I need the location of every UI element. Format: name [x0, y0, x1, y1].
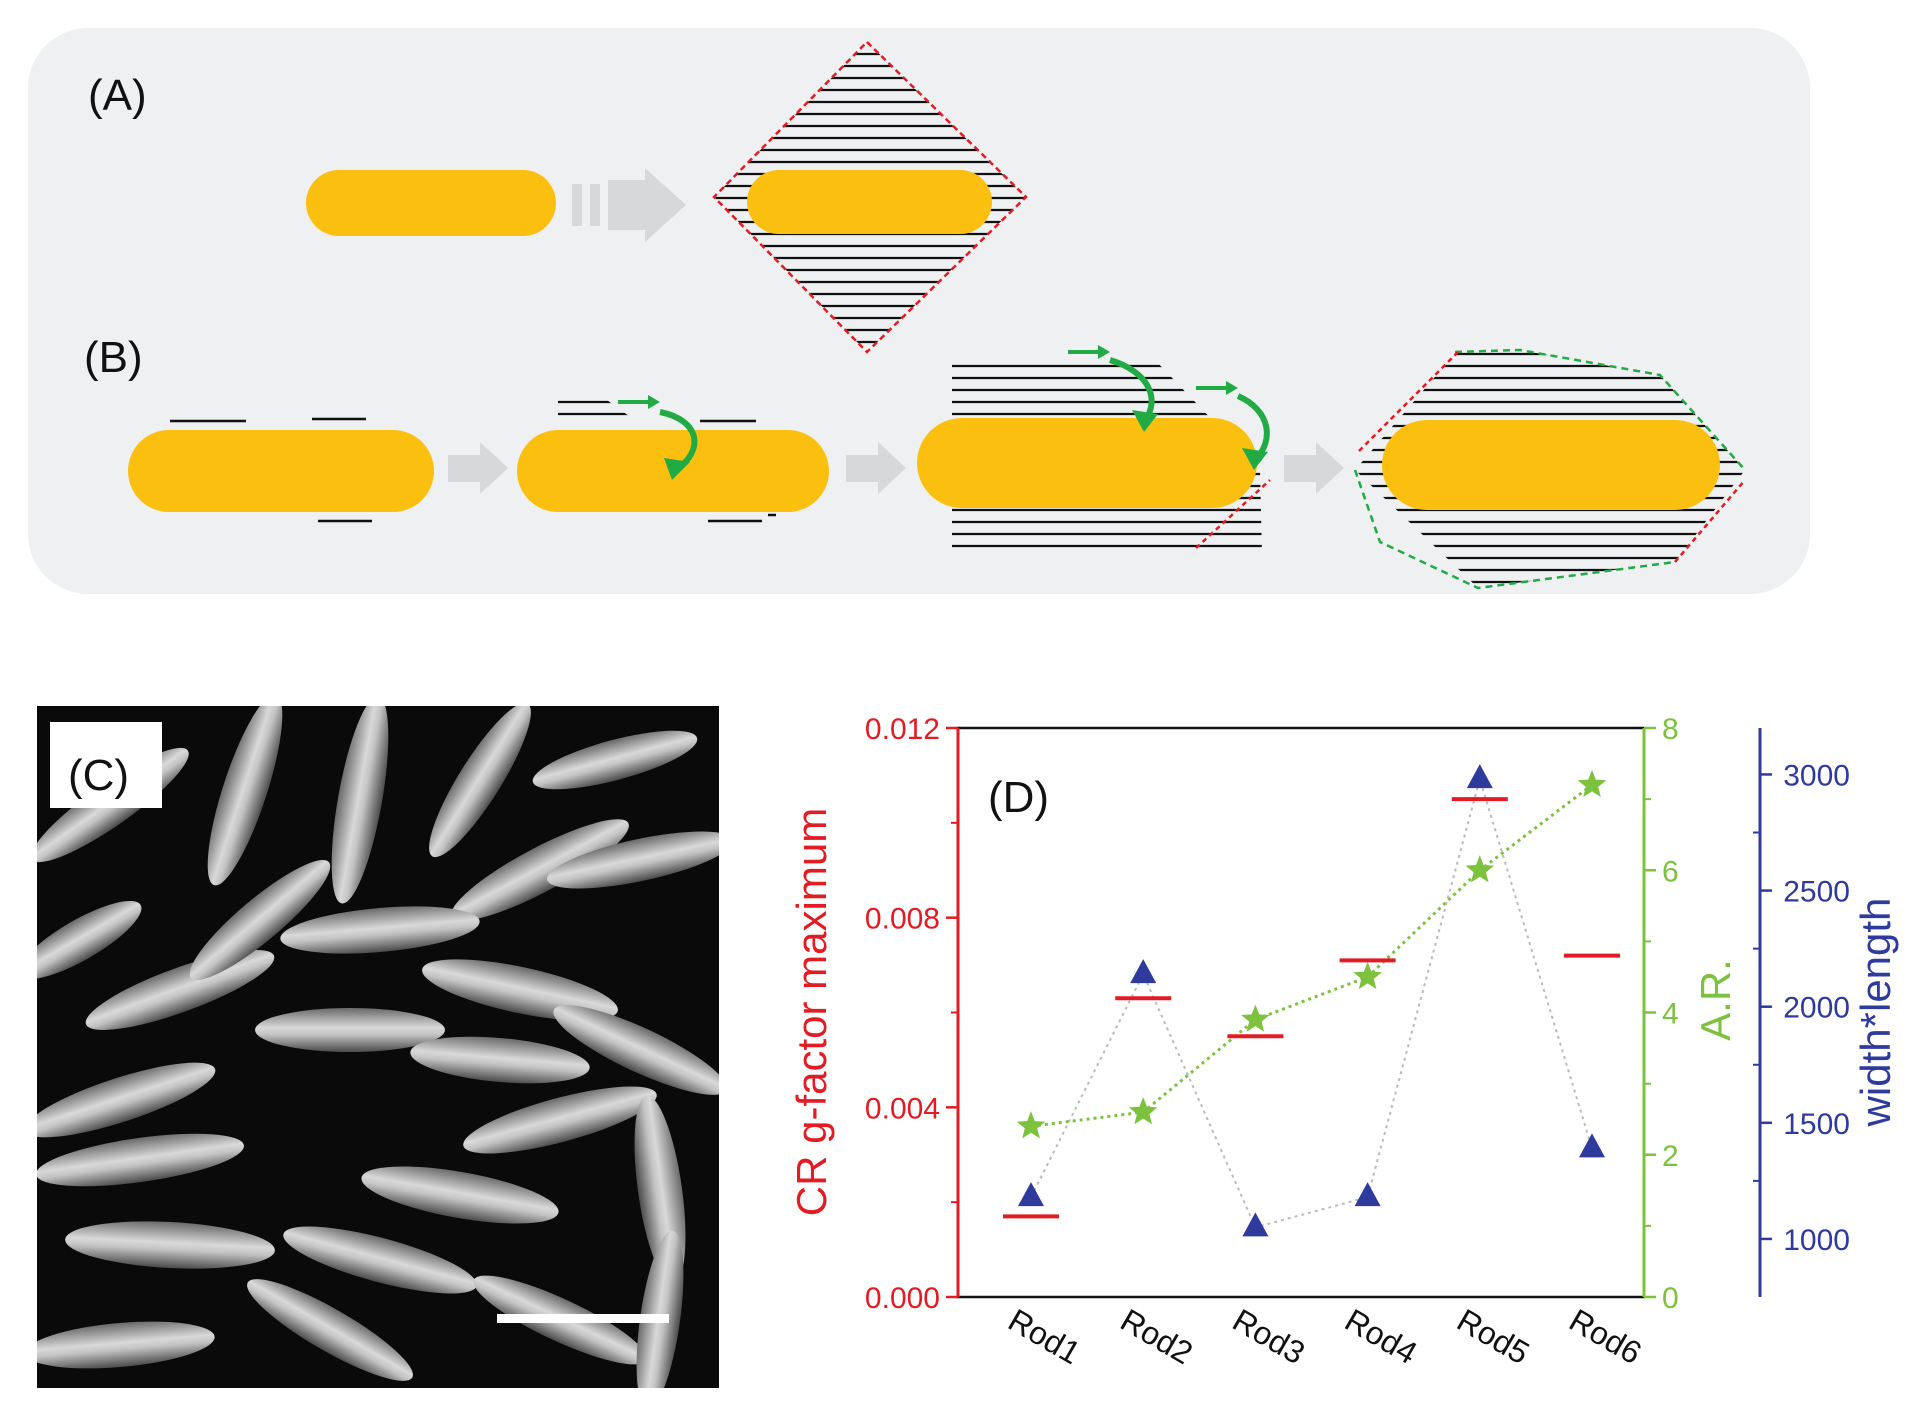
nanorod-grain	[451, 819, 629, 921]
data-point-triangle	[1579, 1133, 1605, 1158]
series-line-triangle	[1030, 775, 1593, 1229]
right2-tick-label: 2000	[1783, 992, 1850, 1025]
right1-tick-label: 2	[1662, 1140, 1679, 1173]
data-point-triangle	[1018, 1182, 1044, 1207]
right2-tick-label: 1000	[1783, 1224, 1850, 1257]
nanorod-grain	[65, 1221, 275, 1269]
left-tick-label: 0.000	[865, 1282, 940, 1315]
nanorod-grain	[532, 730, 698, 790]
diamond-crystal-a	[712, 40, 1028, 354]
chart-d: (D) 0.000 0.004 0.008 0.012 CR g-factor max…	[788, 713, 1899, 1371]
nanorod-grain	[37, 1062, 216, 1138]
nanorod-grain	[37, 1133, 245, 1187]
plot-frame	[956, 726, 1646, 1299]
data-point-triangle	[1466, 764, 1493, 789]
data-point-triangle	[1130, 959, 1157, 984]
right1-tick-label: 0	[1662, 1282, 1679, 1315]
right1-axis-label: A.R.	[1692, 959, 1739, 1041]
nanorod-grain	[255, 1008, 445, 1052]
arrow-b3	[1284, 442, 1344, 494]
arrow-b2	[846, 442, 906, 494]
nanorod-grain	[429, 706, 531, 858]
series-line-star	[1030, 783, 1593, 1128]
x-tick-label: Rod3	[1227, 1302, 1311, 1371]
data-point-star	[1016, 1111, 1046, 1139]
right2-tick-label: 2500	[1783, 876, 1850, 909]
right2-tick-label: 1500	[1783, 1108, 1850, 1141]
rod-b1	[128, 417, 434, 523]
left-tick-label: 0.012	[865, 713, 940, 746]
panel-label-a: (A)	[88, 71, 147, 120]
data-point-triangle	[1242, 1212, 1269, 1237]
data-point-star	[1577, 769, 1607, 797]
panel-label-b: (B)	[84, 333, 143, 382]
data-point-star	[1241, 1004, 1270, 1032]
right1-tick-label: 4	[1662, 998, 1679, 1031]
nanorod-grain	[546, 831, 719, 889]
dashed-arrow-a	[572, 168, 686, 242]
rod-b2	[517, 395, 829, 523]
x-tick-label: Rod4	[1339, 1302, 1423, 1371]
nanorod-grain	[553, 1005, 719, 1095]
rod-b4-final	[1353, 348, 1746, 590]
schematic-panel	[28, 28, 1810, 594]
rod-a-start	[306, 170, 556, 236]
left-tick-label: 0.008	[865, 903, 940, 936]
rod-b3	[917, 345, 1271, 555]
right2-tick-label: 3000	[1783, 759, 1850, 792]
nanorod-grain	[207, 706, 283, 886]
x-tick-label: Rod2	[1115, 1302, 1199, 1371]
nanorod-grain	[463, 1086, 657, 1154]
panel-label-d: (D)	[988, 773, 1049, 822]
data-point-star	[1128, 1097, 1158, 1125]
panel-label-c-box	[50, 722, 162, 808]
panel-label-c: (C)	[68, 751, 129, 800]
arrow-b1	[448, 442, 508, 494]
left-tick-label: 0.004	[865, 1092, 940, 1125]
x-tick-label: Rod6	[1563, 1302, 1647, 1371]
right1-tick-label: 6	[1662, 855, 1679, 888]
data-point-star	[1465, 855, 1495, 883]
left-axis-label: CR g-factor maximum	[788, 808, 835, 1216]
nanorod-grain	[331, 706, 389, 904]
nanorod-grain	[410, 1036, 590, 1084]
nanorod-grain	[85, 950, 275, 1030]
nanorod-grain	[247, 1279, 413, 1381]
data-point-star	[1353, 961, 1382, 990]
nanorod-grain	[361, 1166, 559, 1224]
nanorod-grain	[280, 906, 480, 954]
nanorod-grain	[189, 859, 331, 981]
nanorod-grain	[37, 1321, 215, 1369]
x-tick-label: Rod5	[1451, 1302, 1535, 1371]
nanorod-grain	[37, 900, 142, 980]
right2-axis-label: width*length	[1852, 898, 1899, 1128]
data-point-triangle	[1354, 1182, 1381, 1207]
x-tick-label: Rod1	[1002, 1302, 1086, 1371]
nanorod-grain	[283, 1226, 477, 1294]
right1-tick-label: 8	[1662, 713, 1679, 746]
scale-bar	[497, 1314, 669, 1323]
